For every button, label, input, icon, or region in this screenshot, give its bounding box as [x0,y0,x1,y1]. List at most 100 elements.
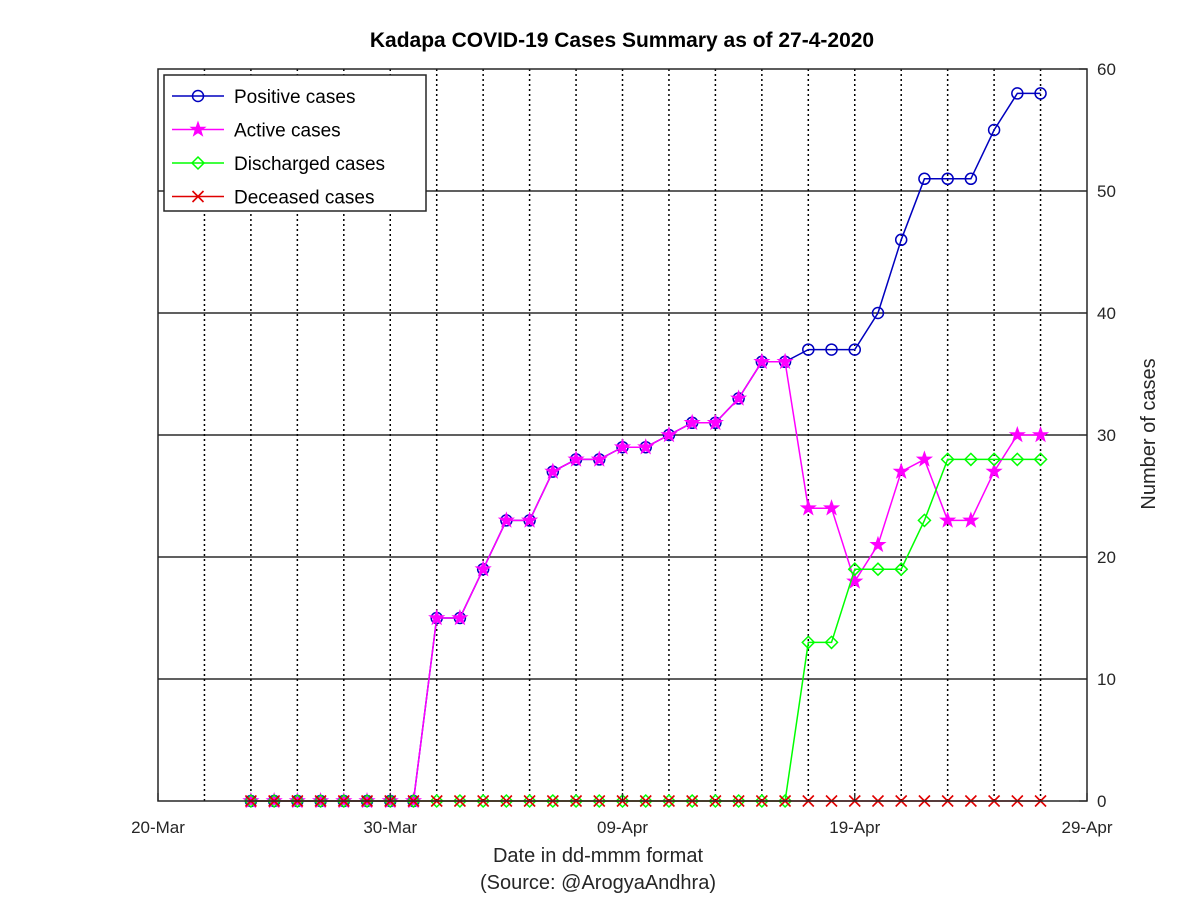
data-point [545,793,560,809]
data-point [799,499,817,516]
data-point [521,511,539,528]
data-point [706,413,724,431]
x-axis-label: Date in dd-mmm format [493,845,703,867]
data-point [637,438,655,455]
data-point [568,793,584,809]
legend-entry: Positive cases [172,87,355,108]
data-point [892,462,910,479]
data-point [685,793,700,809]
data-point [428,608,446,626]
data-point [660,425,678,443]
legend-label: Discharged cases [234,154,385,175]
data-point [406,793,421,809]
y-tick-label: 40 [1097,304,1116,323]
data-point [801,635,816,650]
data-point [917,513,932,528]
data-point [987,123,1001,137]
data-point [871,306,885,320]
x-tick-label: 09-Apr [597,818,648,837]
x-tick-label: 30-Mar [363,818,417,837]
data-point [497,511,515,528]
data-point [592,793,607,809]
data-point [522,793,537,809]
legend-entry: Deceased cases [172,188,374,209]
y-tick-label: 30 [1097,426,1116,445]
data-point [567,450,585,467]
legend-entry: Active cases [172,120,341,142]
legend-label: Deceased cases [234,188,374,209]
data-point [846,572,864,589]
legend-marker [191,89,205,103]
data-point [1011,87,1024,100]
data-point [383,793,398,809]
data-point [894,562,909,577]
data-point [290,793,305,809]
data-point [544,462,562,479]
data-point [243,793,258,809]
data-point [824,635,839,650]
x-tick-label: 20-Mar [131,818,185,837]
ticks: 0 10 20 30 40 50 60 20-Mar 30-Mar 09-Apr 19-Apr 29-… [131,60,1116,837]
legend-label: Active cases [234,121,341,142]
data-point [476,793,491,809]
y-tick-label: 50 [1097,182,1116,201]
data-point [848,343,861,356]
data-point [869,535,887,553]
data-point [941,172,954,186]
y-tick-label: 0 [1097,792,1106,811]
data-point [474,560,492,577]
data-point [1033,452,1048,467]
legend-marker [189,120,207,137]
data-point [336,793,351,809]
data-point [359,793,375,809]
data-point [870,562,886,577]
data-point [918,172,931,186]
data-point [753,352,771,370]
data-point [778,793,793,809]
chart-title: Kadapa COVID-19 Cases Summary as of 27-4… [370,29,874,52]
data-point [825,343,838,356]
y-axis-label: Number of cases [1138,358,1160,509]
x-tick-label: 29-Apr [1061,818,1112,837]
data-point [613,438,632,455]
data-point [894,233,908,247]
data-point [776,352,794,370]
y-tick-label: 10 [1097,670,1116,689]
data-point [985,462,1003,479]
data-point [1008,425,1026,443]
data-point [963,452,978,467]
data-point [1034,87,1047,100]
data-point [802,343,815,356]
data-point [615,793,630,809]
data-point [499,793,514,809]
data-point [708,793,723,809]
data-point [638,793,653,809]
legend-marker [191,190,205,203]
y-tick-label: 60 [1097,60,1116,79]
data-point [940,452,955,467]
data-point [730,389,748,406]
data-point [847,562,862,577]
x-axis-source-note: (Source: @ArogyaAndhra) [480,872,716,894]
data-point [590,450,608,467]
data-point [987,452,1002,467]
data-point [939,511,957,528]
data-point [313,793,328,809]
data-point [661,793,677,809]
legend-label: Positive cases [234,87,355,108]
data-point [822,499,841,516]
data-point [429,793,444,809]
legend-box [163,74,427,212]
data-point [731,793,746,809]
data-point [1010,452,1025,467]
legend: Positive cases Active cases Discharged cas… [163,74,427,212]
data-point [915,450,934,467]
data-point [1031,425,1050,443]
x-tick-label: 19-Apr [829,818,880,837]
data-point [451,608,469,626]
data-point [683,413,701,431]
y-tick-label: 20 [1097,548,1116,567]
data-point [754,793,769,809]
data-point [267,793,282,809]
